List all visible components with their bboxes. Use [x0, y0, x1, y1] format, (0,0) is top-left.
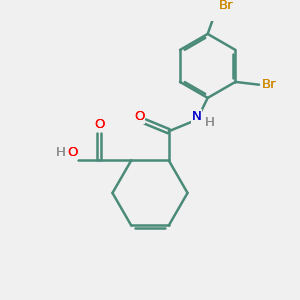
Text: O: O — [94, 118, 104, 131]
Text: Br: Br — [261, 78, 276, 91]
Text: O: O — [67, 146, 77, 159]
Text: O: O — [67, 146, 77, 159]
Text: O: O — [134, 110, 144, 123]
Text: O: O — [134, 110, 144, 123]
Text: Br: Br — [261, 78, 276, 91]
Text: H: H — [56, 146, 66, 159]
Text: Br: Br — [218, 0, 233, 12]
Text: H: H — [205, 116, 214, 129]
Text: N: N — [192, 110, 201, 123]
Text: Br: Br — [218, 0, 233, 12]
Text: O: O — [94, 118, 104, 131]
Text: H: H — [205, 116, 214, 129]
Text: N: N — [192, 110, 201, 123]
Text: H: H — [56, 146, 66, 159]
